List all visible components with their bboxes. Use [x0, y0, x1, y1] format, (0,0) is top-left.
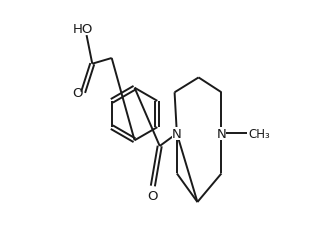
Text: O: O	[148, 189, 158, 202]
Text: N: N	[172, 127, 182, 140]
Text: HO: HO	[73, 23, 93, 36]
Text: CH₃: CH₃	[249, 127, 271, 140]
Text: O: O	[72, 86, 83, 99]
Text: N: N	[216, 127, 226, 140]
